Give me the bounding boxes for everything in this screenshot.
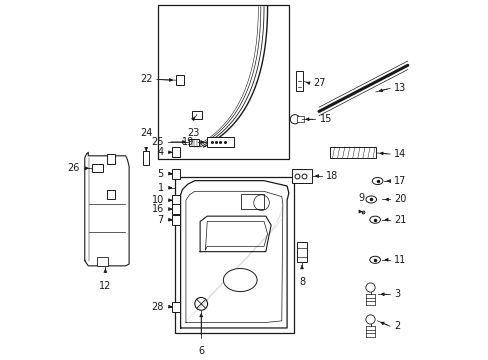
Bar	[172, 147, 180, 157]
Text: 28: 28	[151, 302, 163, 312]
Text: 4: 4	[158, 147, 163, 157]
Text: 12: 12	[99, 281, 111, 291]
Bar	[207, 137, 233, 147]
Bar	[97, 257, 108, 266]
Text: 5: 5	[157, 168, 163, 179]
Bar	[175, 177, 294, 333]
Text: 24: 24	[140, 128, 152, 138]
Bar	[172, 302, 180, 312]
Text: 25: 25	[151, 137, 163, 147]
Bar	[191, 111, 202, 118]
Text: 22: 22	[140, 75, 152, 85]
Bar	[157, 5, 288, 159]
Text: 14: 14	[393, 149, 406, 159]
Text: 2: 2	[393, 321, 400, 331]
Bar	[296, 116, 303, 122]
Text: 23: 23	[186, 128, 199, 138]
Text: 7: 7	[157, 215, 163, 225]
Ellipse shape	[369, 256, 380, 264]
Ellipse shape	[365, 196, 376, 203]
Bar	[329, 147, 375, 158]
Bar	[292, 169, 311, 183]
Ellipse shape	[371, 177, 382, 185]
Text: 3: 3	[393, 289, 400, 299]
Bar	[172, 195, 180, 205]
Bar	[107, 189, 115, 199]
Bar	[172, 168, 180, 179]
Text: 10: 10	[151, 195, 163, 205]
Text: 11: 11	[393, 255, 406, 265]
Bar	[172, 215, 180, 225]
Bar	[176, 75, 183, 85]
Bar	[189, 139, 199, 146]
Bar	[107, 154, 115, 164]
Text: 8: 8	[298, 277, 305, 287]
Text: 15: 15	[319, 114, 331, 124]
Text: 9: 9	[358, 193, 364, 203]
Text: 1: 1	[158, 183, 163, 193]
Bar	[92, 164, 102, 172]
Ellipse shape	[369, 216, 380, 223]
Bar	[143, 151, 149, 165]
Text: 13: 13	[393, 84, 406, 93]
Bar	[241, 194, 264, 209]
Text: 20: 20	[393, 194, 406, 204]
Bar	[295, 71, 303, 91]
Text: 16: 16	[151, 204, 163, 214]
Text: 26: 26	[67, 163, 80, 173]
Bar	[296, 242, 306, 262]
Bar	[172, 204, 180, 214]
Text: 21: 21	[393, 215, 406, 225]
Text: 19: 19	[182, 137, 194, 147]
Text: 27: 27	[313, 78, 325, 88]
Ellipse shape	[223, 269, 257, 292]
Text: 6: 6	[198, 346, 204, 356]
Text: 18: 18	[325, 171, 338, 181]
Text: 17: 17	[393, 176, 406, 186]
